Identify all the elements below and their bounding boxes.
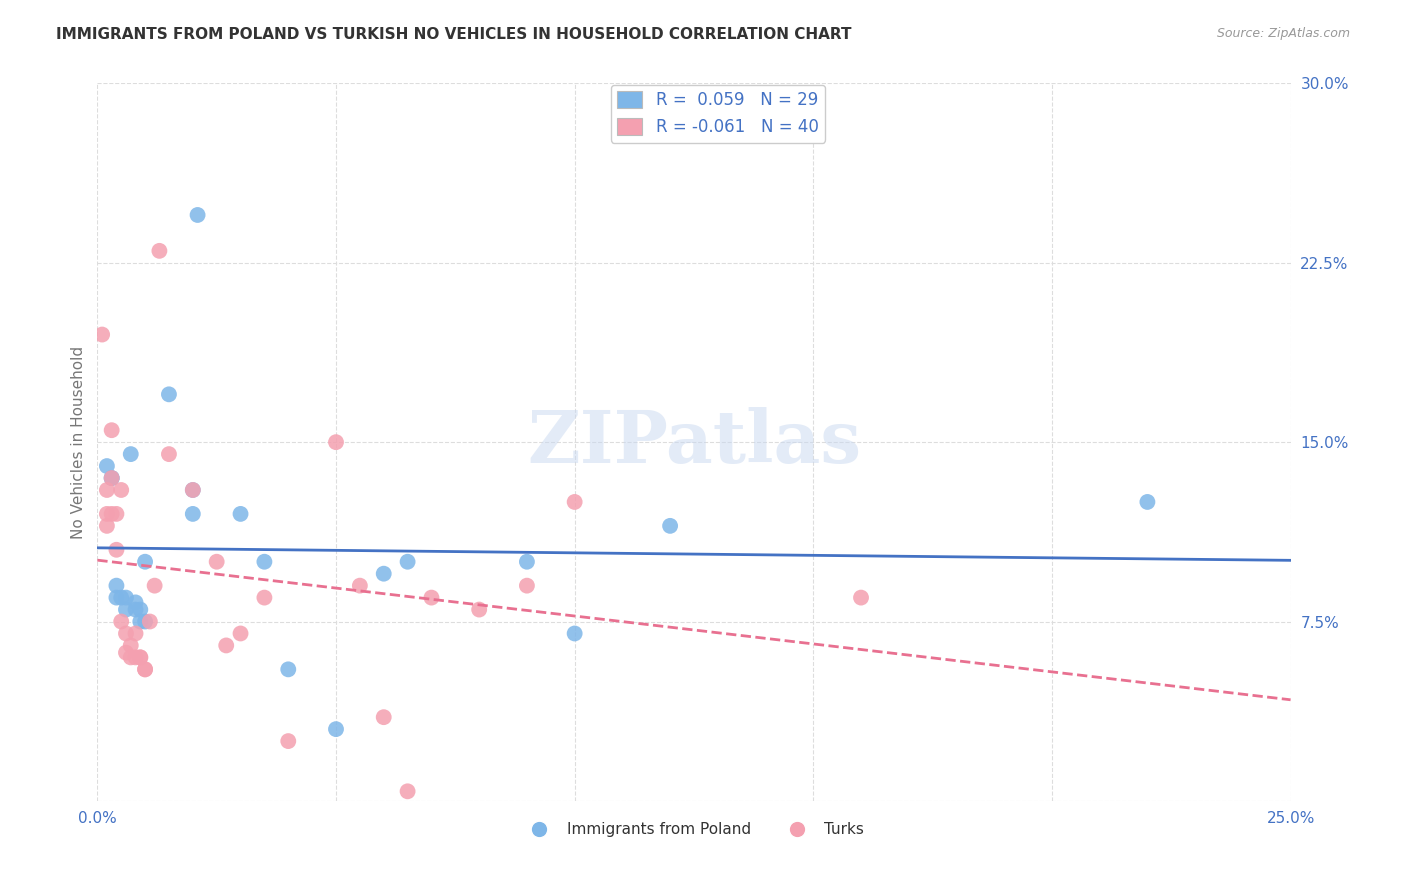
Point [134,662,156,676]
Point [229,507,252,521]
Point [115,646,138,660]
Point [120,447,142,461]
Point [124,595,146,609]
Point [105,542,128,557]
Point [115,591,138,605]
Point [516,579,538,593]
Point [105,591,128,605]
Point [148,244,170,258]
Point [129,650,152,665]
Point [100,507,122,521]
Point [253,555,276,569]
Text: Source: ZipAtlas.com: Source: ZipAtlas.com [1216,27,1350,40]
Point [100,471,122,485]
Point [124,602,146,616]
Point [849,591,872,605]
Point [96,483,118,497]
Point [516,555,538,569]
Point [181,507,204,521]
Point [115,602,138,616]
Point [1136,495,1159,509]
Point [134,615,156,629]
Point [187,208,209,222]
Point [277,734,299,748]
Point [420,591,443,605]
Point [105,507,128,521]
Point [253,591,276,605]
Point [396,555,419,569]
Point [349,579,371,593]
Point [100,423,122,437]
Legend: Immigrants from Poland, Turks: Immigrants from Poland, Turks [517,816,870,844]
Point [373,710,395,724]
Point [229,626,252,640]
Point [115,626,138,640]
Point [120,650,142,665]
Point [277,662,299,676]
Point [100,471,122,485]
Text: IMMIGRANTS FROM POLAND VS TURKISH NO VEHICLES IN HOUSEHOLD CORRELATION CHART: IMMIGRANTS FROM POLAND VS TURKISH NO VEH… [56,27,852,42]
Point [96,507,118,521]
Point [110,483,132,497]
Point [325,435,347,450]
Point [129,602,152,616]
Point [96,459,118,474]
Point [134,555,156,569]
Point [91,327,114,342]
Point [215,639,238,653]
Point [564,626,586,640]
Point [105,579,128,593]
Point [325,722,347,736]
Point [129,615,152,629]
Point [373,566,395,581]
Y-axis label: No Vehicles in Household: No Vehicles in Household [72,345,86,539]
Point [110,615,132,629]
Point [659,519,682,533]
Point [181,483,204,497]
Point [143,579,166,593]
Text: ZIPatlas: ZIPatlas [527,407,860,477]
Point [134,662,156,676]
Point [139,615,162,629]
Point [110,591,132,605]
Point [468,602,491,616]
Point [129,650,152,665]
Point [396,784,419,798]
Point [181,483,204,497]
Point [564,495,586,509]
Point [124,650,146,665]
Point [157,387,180,401]
Point [96,519,118,533]
Point [205,555,228,569]
Point [157,447,180,461]
Point [100,471,122,485]
Point [124,626,146,640]
Point [120,639,142,653]
